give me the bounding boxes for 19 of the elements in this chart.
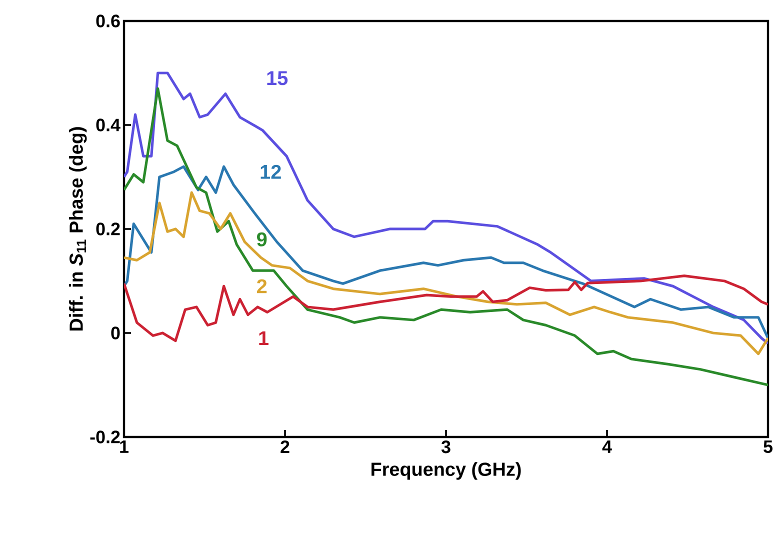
x-tick-label: 3 xyxy=(441,440,450,454)
y-tick-label: 0.6 xyxy=(96,14,120,28)
y-tick-label: 0 xyxy=(111,326,120,340)
series-label: 1 xyxy=(259,331,268,346)
line-series xyxy=(124,72,768,345)
y-tick-label: 0.4 xyxy=(96,118,120,132)
y-tick-label: 0.2 xyxy=(96,222,120,236)
y-tick-label: -0.2 xyxy=(90,430,120,444)
x-axis-title: Frequency (GHz) xyxy=(372,462,521,480)
x-tick-label: 4 xyxy=(602,440,612,453)
y-axis-title: Diff. in S$_{11}$ Phase (deg) xyxy=(69,127,87,331)
line-series xyxy=(124,191,768,356)
x-tick-label: 2 xyxy=(280,440,290,454)
x-tick-label: 1 xyxy=(120,440,129,453)
series-label: 2 xyxy=(257,279,267,294)
series-label: 12 xyxy=(260,164,281,179)
series-label: 9 xyxy=(257,232,267,246)
text: 15 xyxy=(267,71,288,86)
x-tick-label: 5 xyxy=(764,440,773,454)
